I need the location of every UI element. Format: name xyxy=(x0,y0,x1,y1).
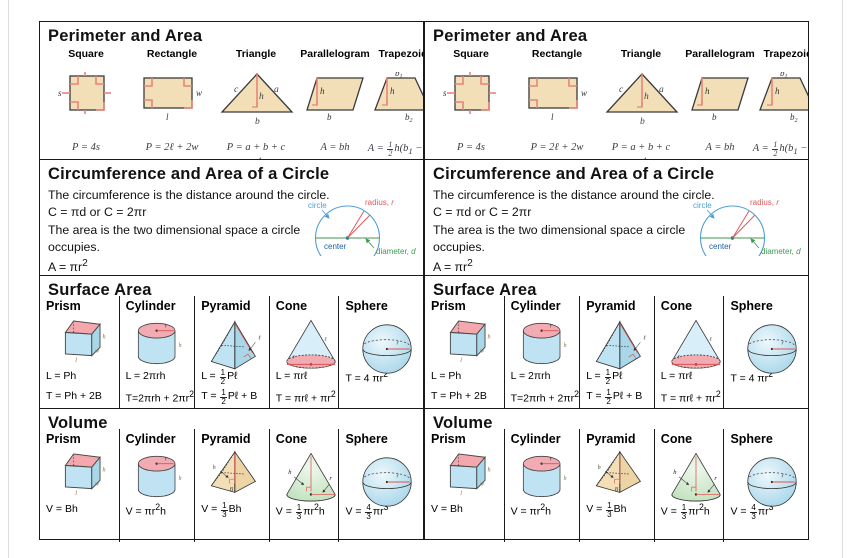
svg-text:h: h xyxy=(288,469,292,476)
svg-text:h: h xyxy=(320,86,325,96)
svg-text:w: w xyxy=(196,88,202,98)
svg-text:diameter, d: diameter, d xyxy=(376,247,416,256)
svg-text:b: b xyxy=(640,117,645,127)
svg-text:center: center xyxy=(324,242,347,251)
svg-text:r: r xyxy=(714,475,717,482)
svg-text:B: B xyxy=(615,487,619,493)
svg-text:ℓ: ℓ xyxy=(324,337,327,343)
svg-text:h: h xyxy=(563,476,566,482)
svg-text:l: l xyxy=(75,490,77,497)
svg-text:h: h xyxy=(644,92,649,102)
svg-text:s: s xyxy=(443,88,447,98)
svg-text:diameter, d: diameter, d xyxy=(761,247,801,256)
svg-text:h: h xyxy=(178,343,181,349)
svg-text:h: h xyxy=(259,92,264,102)
svg-text:w: w xyxy=(581,88,587,98)
svg-text:h: h xyxy=(598,465,601,471)
svg-text:ℓ: ℓ xyxy=(709,337,712,343)
svg-text:h: h xyxy=(103,466,106,473)
svg-text:a: a xyxy=(274,85,279,95)
svg-text:h: h xyxy=(705,86,710,96)
svg-text:h: h xyxy=(488,466,491,473)
svg-text:h: h xyxy=(673,469,677,476)
svg-text:ℓ: ℓ xyxy=(258,335,261,341)
svg-text:h: h xyxy=(775,86,780,96)
svg-text:b: b xyxy=(712,112,717,122)
svg-text:l: l xyxy=(460,357,462,364)
svg-text:h: h xyxy=(103,333,106,340)
svg-text:b: b xyxy=(327,112,332,122)
svg-text:radius, r: radius, r xyxy=(365,198,394,207)
svg-text:l: l xyxy=(460,490,462,497)
svg-text:h: h xyxy=(213,465,216,471)
svg-text:ℓ: ℓ xyxy=(643,335,646,341)
svg-text:l: l xyxy=(551,112,554,122)
svg-text:b: b xyxy=(255,117,260,127)
svg-text:l: l xyxy=(166,112,169,122)
svg-text:center: center xyxy=(709,242,732,251)
svg-text:radius, r: radius, r xyxy=(750,198,779,207)
svg-text:l: l xyxy=(75,357,77,364)
svg-text:s: s xyxy=(58,88,62,98)
svg-text:h: h xyxy=(390,86,395,96)
svg-text:b2: b2 xyxy=(405,112,413,124)
svg-text:circle: circle xyxy=(693,201,712,210)
svg-text:circle: circle xyxy=(308,201,327,210)
svg-text:r: r xyxy=(329,475,332,482)
svg-text:B: B xyxy=(230,487,234,493)
svg-text:h: h xyxy=(488,333,491,340)
svg-text:a: a xyxy=(659,85,664,95)
svg-text:h: h xyxy=(563,343,566,349)
svg-text:b2: b2 xyxy=(790,112,798,124)
svg-text:h: h xyxy=(178,476,181,482)
